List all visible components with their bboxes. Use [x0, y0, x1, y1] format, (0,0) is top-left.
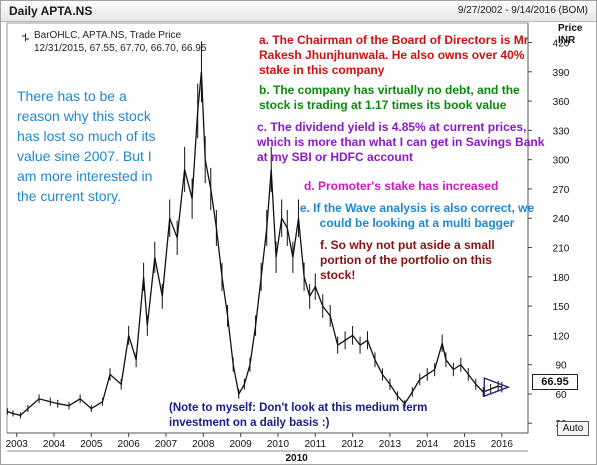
y-tick-label: 360 — [553, 97, 570, 108]
y-tick-label: 420 — [553, 39, 570, 50]
y-tick-label: 180 — [553, 273, 570, 284]
last-price-marker: 66.95 — [532, 374, 578, 390]
price-axis-title: Price INR — [558, 23, 582, 47]
x-tick-label: 2008 — [192, 439, 215, 450]
decade-label: 2010 — [285, 453, 308, 464]
footnote: (Note to myself: Don't look at this medi… — [169, 402, 428, 429]
x-tick-label: 2006 — [118, 439, 141, 450]
chart-title: Daily APTA.NS — [9, 4, 93, 18]
price-series-line — [7, 71, 503, 417]
y-tick-label: 150 — [553, 302, 570, 313]
x-tick-label: 2004 — [43, 439, 66, 450]
y-tick-label: 270 — [553, 185, 570, 196]
note-d: d. Promoter's stake has increased — [304, 179, 499, 193]
note-b: b. The company has virtually no debt, an… — [259, 83, 520, 112]
legend-series-name: BarOHLC, APTA.NS, Trade Price — [34, 30, 182, 41]
triangle-pattern — [483, 377, 511, 398]
x-tick-label: 2010 — [267, 439, 290, 450]
note-c: c. The dividend yield is 4.85% at curren… — [257, 120, 545, 164]
x-tick-label: 2009 — [230, 439, 253, 450]
chart-titlebar: Daily APTA.NS 9/27/2002 - 9/14/2016 (BOM… — [1, 1, 596, 22]
note-e: e. If the Wave analysis is also correct,… — [299, 201, 535, 230]
x-tick-label: 2012 — [341, 439, 364, 450]
auto-scale-button[interactable]: Auto — [557, 421, 589, 436]
y-tick-label: 240 — [553, 214, 570, 225]
date-range-label: 9/27/2002 - 9/14/2016 (BOM) — [457, 5, 588, 16]
price-axis-label: Price — [558, 23, 583, 34]
bar-ohlc-icon — [22, 33, 29, 42]
plot-area — [6, 22, 529, 434]
x-tick-label: 2015 — [453, 439, 476, 450]
y-tick-label: 330 — [553, 126, 570, 137]
x-tick-label: 2007 — [155, 439, 178, 450]
x-tick-label: 2011 — [305, 439, 327, 450]
y-tick-label: 120 — [553, 331, 570, 342]
price-axis-unit: INR — [558, 35, 576, 46]
x-tick-label: 2016 — [491, 439, 514, 450]
y-tick-label: 210 — [553, 244, 570, 255]
y-tick-label: 60 — [555, 390, 567, 401]
y-tick-label: 390 — [553, 68, 570, 79]
y-tick-label: 90 — [555, 361, 567, 372]
x-tick-label: 2013 — [379, 439, 402, 450]
note-f: f. So why not put aside a small portion … — [320, 238, 495, 282]
author-comment: There has to be a reason why this stock … — [17, 88, 156, 204]
x-tick-label: 2014 — [416, 439, 439, 450]
y-tick-label: 300 — [553, 156, 570, 167]
legend-ohlc-values: 12/31/2015, 67.55, 67.70, 66.70, 66.95 — [34, 43, 207, 54]
x-tick-label: 2005 — [80, 439, 103, 450]
note-a: a. The Chairman of the Board of Director… — [259, 33, 529, 77]
x-tick-label: 2003 — [6, 439, 29, 450]
